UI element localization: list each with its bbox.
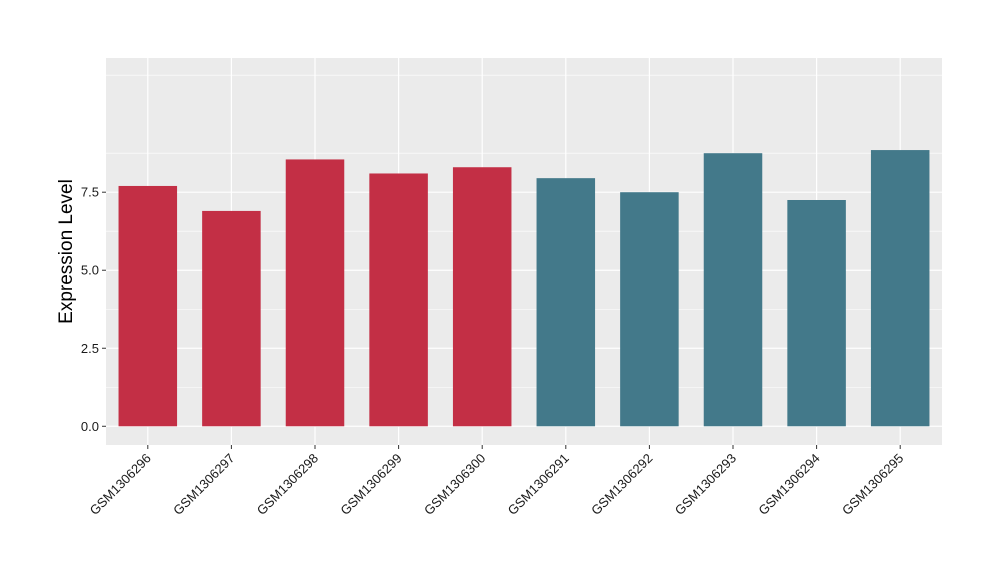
bar-GSM1306291 [536, 178, 596, 427]
bar-GSM1306294 [787, 200, 846, 427]
bar-GSM1306300 [452, 167, 512, 427]
x-tick-label: GSM1306295 [839, 451, 906, 518]
y-tick-label: 0.0 [81, 419, 99, 434]
x-tick-label: GSM1306291 [505, 451, 572, 518]
y-axis-title: Expression Level [56, 179, 77, 324]
x-tick-label: GSM1306296 [87, 451, 154, 518]
y-tick-label: 2.5 [81, 341, 99, 356]
x-axis: GSM1306296 GSM1306297 GSM1306298 GSM1306299… [87, 445, 906, 518]
y-axis: 0.0 2.5 5.0 7.5 [81, 185, 106, 434]
x-tick-label: GSM1306294 [755, 451, 822, 518]
y-tick-label: 7.5 [81, 185, 99, 200]
x-tick-label: GSM1306298 [254, 451, 321, 518]
bar-GSM1306297 [202, 210, 261, 427]
x-tick-label: GSM1306299 [337, 451, 404, 518]
bar-GSM1306293 [703, 153, 763, 427]
x-tick-label: GSM1306300 [421, 451, 488, 518]
bar-GSM1306292 [620, 192, 679, 427]
bar-GSM1306299 [369, 173, 428, 427]
x-tick-label: GSM1306293 [672, 451, 739, 518]
bar-GSM1306298 [285, 159, 345, 427]
bar-GSM1306295 [870, 150, 930, 427]
bar-GSM1306296 [118, 185, 178, 427]
bars [118, 150, 930, 427]
x-tick-label: GSM1306292 [588, 451, 655, 518]
x-tick-label: GSM1306297 [170, 451, 237, 518]
y-tick-label: 5.0 [81, 263, 99, 278]
